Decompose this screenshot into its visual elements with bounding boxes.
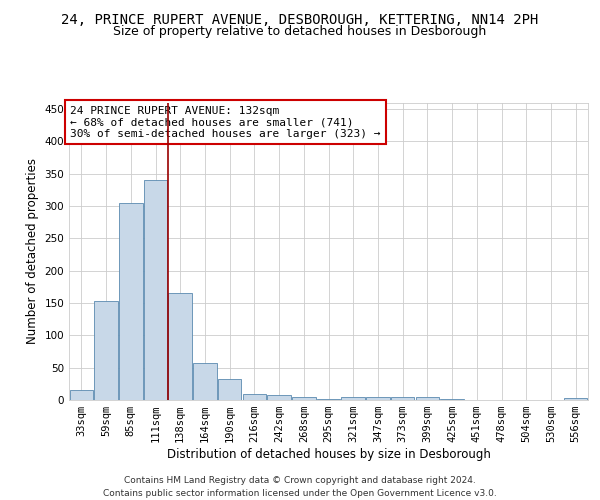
Bar <box>366 398 389 400</box>
Bar <box>242 394 266 400</box>
Bar <box>268 396 291 400</box>
Bar <box>119 202 143 400</box>
Bar <box>317 398 340 400</box>
Bar <box>564 398 587 400</box>
X-axis label: Distribution of detached houses by size in Desborough: Distribution of detached houses by size … <box>167 448 490 461</box>
Text: Contains HM Land Registry data © Crown copyright and database right 2024.
Contai: Contains HM Land Registry data © Crown c… <box>103 476 497 498</box>
Text: 24 PRINCE RUPERT AVENUE: 132sqm
← 68% of detached houses are smaller (741)
30% o: 24 PRINCE RUPERT AVENUE: 132sqm ← 68% of… <box>70 106 381 139</box>
Bar <box>144 180 167 400</box>
Y-axis label: Number of detached properties: Number of detached properties <box>26 158 39 344</box>
Bar <box>94 301 118 400</box>
Text: 24, PRINCE RUPERT AVENUE, DESBOROUGH, KETTERING, NN14 2PH: 24, PRINCE RUPERT AVENUE, DESBOROUGH, KE… <box>61 12 539 26</box>
Bar <box>292 398 316 400</box>
Bar <box>193 363 217 400</box>
Bar <box>169 294 192 400</box>
Bar <box>70 390 93 400</box>
Text: Size of property relative to detached houses in Desborough: Size of property relative to detached ho… <box>113 25 487 38</box>
Bar <box>391 398 415 400</box>
Bar <box>416 398 439 400</box>
Bar <box>341 397 365 400</box>
Bar <box>218 378 241 400</box>
